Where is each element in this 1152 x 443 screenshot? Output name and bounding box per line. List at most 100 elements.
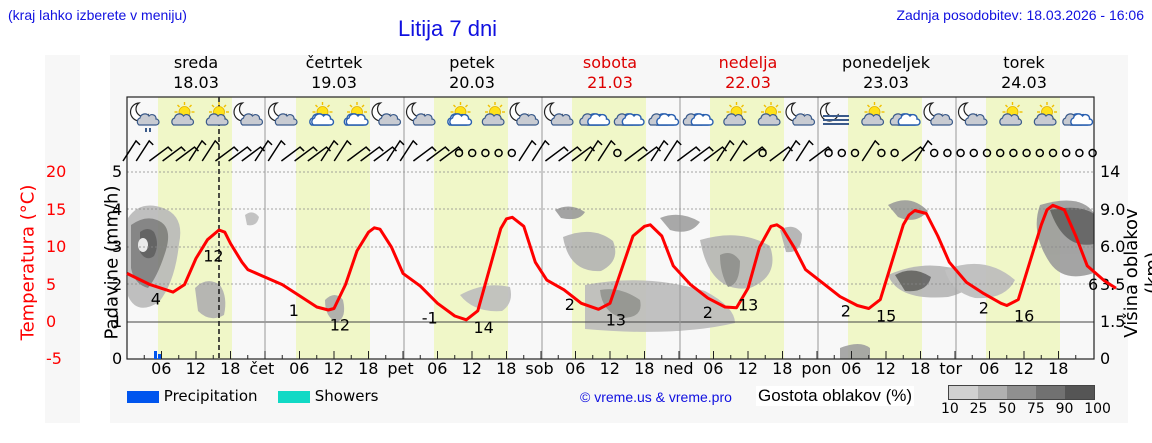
cloud-icon	[579, 113, 611, 126]
temperature-annotation: 1	[289, 301, 299, 320]
day-header: sreda 18.03	[173, 53, 219, 92]
precipitation-bars	[154, 351, 161, 359]
temp-tick: 0	[46, 312, 57, 331]
x-tick-label: ned	[663, 359, 694, 378]
x-tick-label: 18	[220, 359, 241, 378]
cloud-tick: 1.5	[1100, 312, 1126, 331]
x-tick-label: tor	[939, 359, 963, 378]
credit-link[interactable]: © vreme.us & vreme.pro	[580, 389, 732, 405]
wind-calm-icon	[890, 148, 899, 158]
x-tick-label: 06	[841, 359, 862, 378]
wind-barb-icon	[861, 139, 880, 162]
wind-barb-icon	[399, 139, 418, 162]
x-tick-label: 18	[358, 359, 379, 378]
x-tick-label: 18	[634, 359, 655, 378]
wind-barb-icon	[914, 139, 933, 162]
wind-barb-icon	[663, 139, 682, 162]
wind-barb-icon	[228, 146, 252, 162]
x-tick-label: 06	[289, 359, 310, 378]
wind-barb-icon	[162, 146, 186, 162]
wind-barb-icon	[676, 146, 701, 162]
wind-barb-icon	[214, 146, 239, 162]
daylight-bands	[158, 97, 1060, 359]
wind-calm-icon	[1061, 148, 1071, 158]
wind-calm-icon	[613, 148, 622, 158]
cloud-icon	[1062, 113, 1094, 126]
x-tick-label: 12	[461, 359, 482, 378]
wind-barbs-row	[122, 139, 1097, 162]
wind-barb-icon	[320, 139, 339, 162]
day-header: torek 24.03	[1001, 53, 1047, 92]
wind-calm-icon	[758, 148, 767, 158]
day-header-weekend: nedelja 22.03	[718, 53, 778, 92]
day-header: ponedeljek 23.03	[842, 53, 930, 92]
wind-barb-icon	[426, 146, 450, 162]
legend-precipitation: Precipitation	[127, 387, 258, 405]
wind-calm-icon	[995, 148, 1005, 158]
x-tick-label: 12	[875, 359, 896, 378]
x-tick-label: 06	[565, 359, 586, 378]
x-tick-label: 12	[737, 359, 758, 378]
wind-calm-icon	[1009, 148, 1018, 158]
wind-barb-icon	[531, 139, 550, 162]
x-tick-label: 06	[979, 359, 1000, 378]
page-title: Litija 7 dni	[398, 16, 498, 41]
day-header: četrtek 19.03	[305, 53, 363, 92]
last-updated: Zadnja posodobitev: 18.03.2026 - 16:06	[896, 7, 1144, 23]
cloud-density	[128, 200, 1094, 359]
wind-barb-icon	[544, 146, 569, 162]
wind-barb-icon	[346, 146, 371, 162]
temperature-annotation: 2	[979, 299, 989, 318]
temp-tick: 20	[46, 162, 67, 181]
cloud-icon	[613, 113, 645, 126]
x-tick-label: sob	[525, 359, 554, 378]
cloud-tick: 6.0	[1100, 237, 1126, 256]
wind-barb-icon	[795, 139, 814, 162]
wind-barb-icon	[135, 139, 154, 162]
wind-calm-icon	[850, 148, 860, 158]
wind-calm-icon	[929, 148, 939, 158]
wind-calm-icon	[1048, 148, 1058, 158]
wind-barb-icon	[201, 139, 220, 162]
wind-barb-icon	[122, 139, 141, 162]
temperature-annotations: 4 12 1 12 -1 14 2 13 2 13 2 15 2 16 6	[151, 247, 1098, 337]
x-tick-label: čet	[249, 359, 275, 378]
cloud-tick: 9.0	[1100, 200, 1126, 219]
temperature-annotation: 2	[565, 295, 575, 314]
gridlines	[127, 171, 1094, 285]
wind-barb-icon	[584, 139, 603, 162]
x-tick-label: 06	[427, 359, 448, 378]
wind-calm-icon	[943, 148, 952, 158]
wind-barb-icon	[729, 139, 748, 162]
precip-tick: 0	[112, 349, 123, 368]
day-header: petek 20.03	[449, 53, 495, 92]
x-tick-label: 12	[599, 359, 620, 378]
weather-icons-row	[129, 101, 1094, 132]
temp-tick: 5	[46, 275, 57, 294]
day-separators	[264, 97, 957, 359]
wind-calm-icon	[824, 148, 833, 158]
temperature-annotation: -1	[422, 308, 438, 327]
x-tick-label: pon	[801, 359, 832, 378]
night-cloud-drizzle-icon	[129, 102, 160, 132]
x-tick-label: 06	[703, 359, 724, 378]
x-tick-label: 06	[151, 359, 172, 378]
wind-barb-icon	[558, 146, 582, 162]
wind-barb-icon	[650, 139, 669, 162]
cloud-tick: 0	[1100, 349, 1111, 368]
temperature-axis-panel	[45, 55, 80, 423]
legend-showers: Showers	[278, 387, 378, 405]
wind-calm-icon	[877, 148, 886, 158]
cloud-density-title: Gostota oblakov (%)	[756, 386, 915, 406]
cloud-density-scale-labels: 10 25 50 75 90 100	[941, 401, 1111, 417]
wind-calm-icon	[982, 148, 992, 158]
wind-calm-icon	[1022, 148, 1031, 158]
temperature-annotation: 15	[876, 307, 896, 326]
wind-barb-icon	[267, 139, 286, 162]
wind-calm-icon	[837, 148, 847, 158]
wind-barb-icon	[597, 139, 616, 162]
precip-tick: 3	[112, 237, 123, 256]
wind-calm-icon	[969, 148, 979, 158]
temperature-annotation: 12	[330, 316, 350, 335]
